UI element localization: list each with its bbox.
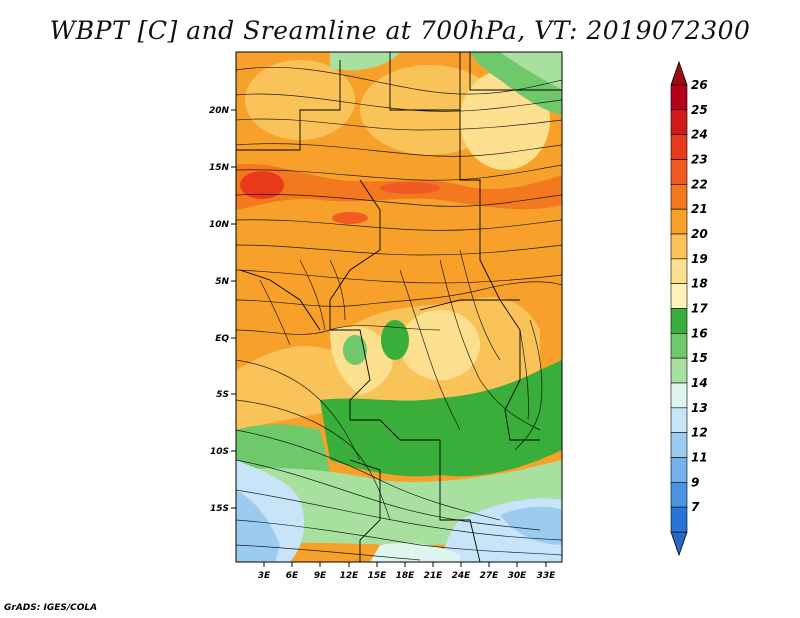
chart-title: WBPT [C] and Sreamline at 700hPa, VT: 20… xyxy=(49,16,751,45)
lon-label: 6E xyxy=(286,571,299,581)
lat-label: 20N xyxy=(209,106,230,116)
lat-label: 10S xyxy=(210,447,229,457)
colorbar-swatch xyxy=(670,407,688,433)
colorbar-level-label: 17 xyxy=(691,302,708,316)
longitude-axis: 3E 6E 9E 12E 15E 18E 21E 24E 27E 30E 33E xyxy=(258,562,556,581)
colorbar-level-label: 13 xyxy=(691,401,708,415)
lat-label: 15S xyxy=(210,504,229,514)
lat-label: 5S xyxy=(216,390,229,400)
lon-label: 9E xyxy=(314,571,327,581)
colorbar-level-label: 26 xyxy=(691,78,708,92)
colorbar-swatch xyxy=(670,506,688,533)
lon-label: 30E xyxy=(508,571,528,581)
colorbar-level-label: 25 xyxy=(691,103,708,117)
colorbar-level-label: 24 xyxy=(691,128,708,142)
colorbar-swatch xyxy=(670,357,688,384)
colorbar-level-label: 16 xyxy=(691,326,708,340)
streamlines xyxy=(236,66,562,561)
map-frame xyxy=(235,51,563,563)
colorbar-level-label: 12 xyxy=(691,426,708,440)
latitude-axis: 20N 15N 10N 5N EQ 5S 10S 15S xyxy=(209,106,236,514)
wbpt-field xyxy=(236,52,562,562)
colorbar-bottom-arrow xyxy=(670,531,688,557)
colorbar-level-label: 18 xyxy=(691,277,708,291)
colorbar-swatch xyxy=(670,382,688,409)
lon-label: 18E xyxy=(396,571,416,581)
colorbar-swatch xyxy=(670,109,688,135)
colorbar-swatch xyxy=(670,457,688,483)
colorbar-level-label: 15 xyxy=(691,351,708,365)
lat-label: 5N xyxy=(215,277,229,287)
lat-label: 15N xyxy=(209,163,230,173)
lat-label: EQ xyxy=(215,334,229,344)
colorbar-level-label: 22 xyxy=(691,177,708,191)
lon-label: 33E xyxy=(537,571,557,581)
lon-label: 27E xyxy=(480,571,500,581)
colorbar-swatch xyxy=(670,184,688,210)
colorbar-swatch xyxy=(670,432,688,458)
grads-credit: GrADS: IGES/COLA xyxy=(4,603,98,613)
lon-label: 3E xyxy=(258,571,271,581)
colorbar-level-label: 19 xyxy=(691,252,708,266)
colorbar-swatch xyxy=(670,84,688,111)
colorbar-level-label: 14 xyxy=(691,376,708,390)
colorbar-swatch xyxy=(670,208,688,235)
colorbar-swatch xyxy=(670,134,688,160)
colorbar-swatch xyxy=(670,333,688,359)
lon-label: 12E xyxy=(340,571,360,581)
colorbar-top-arrow xyxy=(670,60,688,86)
colorbar-swatch xyxy=(670,258,688,284)
colorbar-level-label: 7 xyxy=(691,500,700,514)
colorbar-swatch xyxy=(670,283,688,309)
colorbar-swatch xyxy=(670,482,688,508)
lon-label: 15E xyxy=(368,571,388,581)
colorbar-level-label: 9 xyxy=(691,475,699,489)
colorbar-level-label: 21 xyxy=(691,202,708,216)
colorbar-swatch xyxy=(670,233,688,260)
colorbar-level-label: 20 xyxy=(691,227,708,241)
colorbar-swatch xyxy=(670,159,688,185)
colorbar-level-label: 23 xyxy=(691,153,708,167)
colorbar: 26 25 24 23 22 21 20 19 18 17 16 15 14 13 12 11 9 7 xyxy=(670,60,708,557)
colorbar-level-label: 11 xyxy=(691,451,708,465)
lon-label: 21E xyxy=(424,571,444,581)
lat-label: 10N xyxy=(209,220,230,230)
country-borders xyxy=(236,52,562,562)
colorbar-swatch xyxy=(670,308,688,334)
lon-label: 24E xyxy=(452,571,472,581)
